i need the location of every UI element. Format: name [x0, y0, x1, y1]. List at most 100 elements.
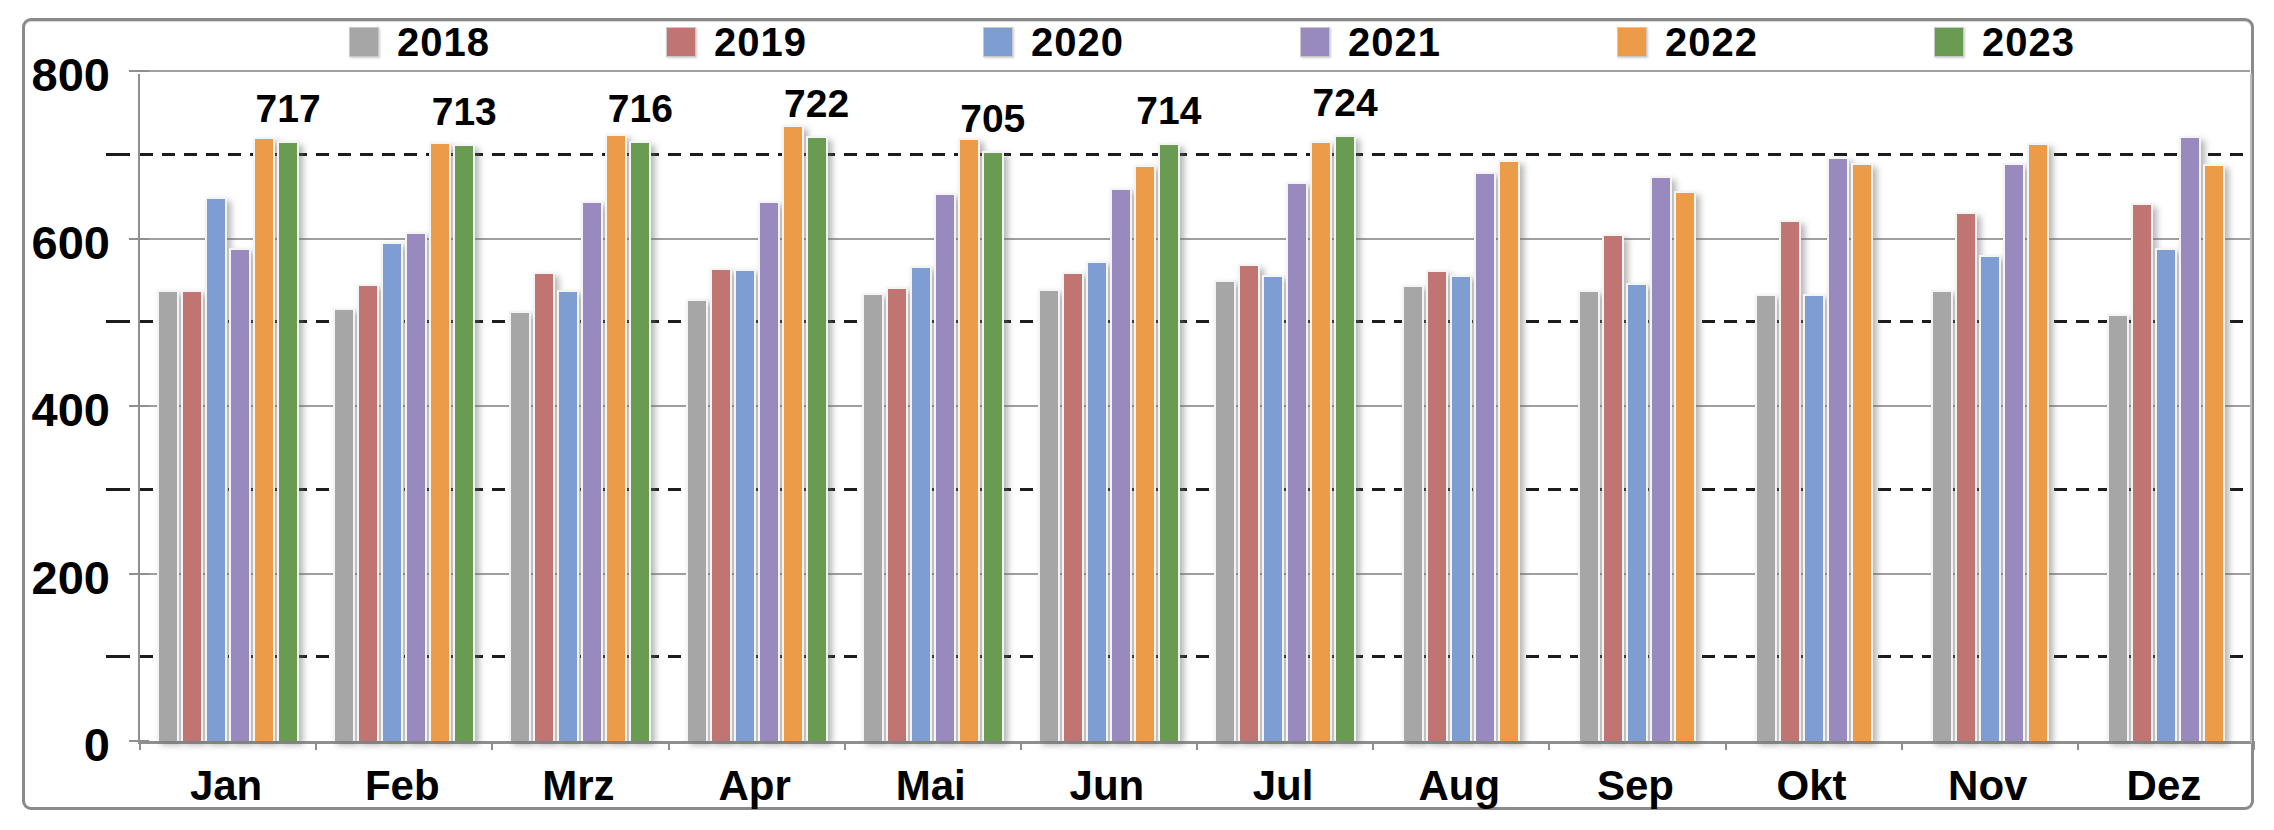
bar-2022-Apr — [782, 125, 804, 741]
bar-2019-Jan — [181, 290, 203, 741]
bar-2020-Jul — [1262, 275, 1284, 741]
y-tick-minor-500 — [106, 320, 130, 323]
y-axis-label-400: 400 — [10, 386, 110, 433]
bar-2019-Dez — [2131, 203, 2153, 741]
bar-2018-Aug — [1402, 285, 1424, 741]
legend-label: 2023 — [1982, 20, 2075, 65]
data-label-2023-Mai: 705 — [960, 97, 1025, 141]
y-tick-minor-300 — [106, 488, 130, 491]
bar-group-Mrz: 716 — [492, 74, 668, 741]
bar-2020-Mai — [910, 266, 932, 741]
bar-2022-Dez — [2203, 164, 2225, 741]
bar-2020-Dez — [2155, 248, 2177, 741]
legend-label: 2018 — [397, 20, 490, 65]
bar-2022-Mai — [958, 138, 980, 741]
bar-2018-Sep — [1578, 290, 1600, 741]
bar-2023-Jun — [1158, 143, 1180, 741]
x-axis-label-Okt: Okt — [1777, 762, 1847, 810]
bar-2020-Feb — [381, 242, 403, 741]
bar-group-Jan: 717 — [140, 74, 316, 741]
bar-2021-Jul — [1286, 182, 1308, 741]
bar-2019-Okt — [1779, 220, 1801, 741]
legend-label: 2019 — [714, 20, 807, 65]
data-label-2023-Mrz: 716 — [608, 87, 673, 131]
legend-swatch-2023 — [1934, 27, 1964, 57]
bar-2018-Feb — [333, 308, 355, 741]
bar-2019-Apr — [710, 268, 732, 741]
bar-2020-Nov — [1979, 255, 2001, 741]
bar-2020-Jan — [205, 197, 227, 741]
bar-2022-Jun — [1134, 165, 1156, 741]
y-tick-minor-100 — [106, 655, 130, 658]
x-tick — [668, 741, 670, 750]
x-axis-label-Jun: Jun — [1070, 762, 1145, 810]
x-tick — [1901, 741, 1903, 750]
chart-canvas: 201820192020202120222023 717713716722705… — [0, 0, 2274, 830]
bar-2019-Jun — [1062, 272, 1084, 741]
bar-2018-Jul — [1214, 280, 1236, 741]
bar-2022-Mrz — [605, 134, 627, 741]
bar-group-Okt — [1726, 74, 1902, 741]
plot-area: 717713716722705714724 — [138, 74, 2252, 744]
legend-label: 2021 — [1348, 20, 1441, 65]
legend-item-2018: 2018 — [349, 22, 490, 62]
legend-swatch-2022 — [1617, 27, 1647, 57]
legend-item-2020: 2020 — [983, 22, 1124, 62]
legend-item-2021: 2021 — [1300, 22, 1441, 62]
x-tick — [2253, 741, 2255, 750]
bar-2019-Mai — [886, 287, 908, 741]
x-axis-label-Nov: Nov — [1948, 762, 2027, 810]
bar-group-Jul: 724 — [1197, 74, 1373, 741]
bar-group-Dez — [2078, 74, 2254, 741]
x-axis-label-Mrz: Mrz — [542, 762, 614, 810]
legend-swatch-2021 — [1300, 27, 1330, 57]
bar-2019-Aug — [1426, 270, 1448, 741]
y-axis-label-0: 0 — [10, 721, 110, 768]
data-label-2023-Apr: 722 — [784, 82, 849, 126]
data-label-2023-Feb: 713 — [432, 90, 497, 134]
bar-2022-Sep — [1674, 191, 1696, 741]
x-axis-label-Dez: Dez — [2127, 762, 2202, 810]
bar-2022-Nov — [2027, 143, 2049, 741]
x-axis-label-Mai: Mai — [896, 762, 966, 810]
x-tick — [1725, 741, 1727, 750]
legend-swatch-2020 — [983, 27, 1013, 57]
bar-2018-Jun — [1038, 289, 1060, 741]
bar-group-Mai: 705 — [845, 74, 1021, 741]
x-tick — [491, 741, 493, 750]
legend-swatch-2018 — [349, 27, 379, 57]
bar-2021-Okt — [1827, 157, 1849, 741]
legend-item-2022: 2022 — [1617, 22, 1758, 62]
x-tick — [2077, 741, 2079, 750]
bar-group-Feb: 713 — [316, 74, 492, 741]
x-axis-label-Apr: Apr — [718, 762, 790, 810]
y-tick-minor-700 — [106, 153, 130, 156]
data-label-2023-Jan: 717 — [256, 87, 321, 131]
y-axis-label-800: 800 — [10, 51, 110, 98]
bar-2020-Jun — [1086, 261, 1108, 741]
x-axis-label-Feb: Feb — [365, 762, 440, 810]
bar-group-Aug — [1373, 74, 1549, 741]
y-tick-major-800 — [129, 70, 149, 72]
bar-2019-Nov — [1955, 212, 1977, 741]
x-tick — [1372, 741, 1374, 750]
bar-2022-Feb — [429, 142, 451, 741]
y-axis-label-200: 200 — [10, 553, 110, 600]
legend-label: 2022 — [1665, 20, 1758, 65]
bar-2023-Apr — [806, 136, 828, 741]
chart-legend: 2018 2019 2020 2021 2022 2023 — [0, 22, 2274, 66]
legend-item-2023: 2023 — [1934, 22, 2075, 62]
bar-group-Apr: 722 — [669, 74, 845, 741]
y-axis-label-600: 600 — [10, 218, 110, 265]
data-label-2023-Jul: 724 — [1313, 81, 1378, 125]
bar-group-Nov — [1902, 74, 2078, 741]
bar-2018-Jan — [157, 290, 179, 741]
bar-2021-Jun — [1110, 188, 1132, 741]
bar-2023-Jan — [277, 141, 299, 741]
bar-2020-Aug — [1450, 275, 1472, 741]
x-tick — [1020, 741, 1022, 750]
bar-2021-Mai — [934, 193, 956, 741]
x-tick — [139, 741, 141, 750]
legend-label: 2020 — [1031, 20, 1124, 65]
x-axis-label-Aug: Aug — [1418, 762, 1500, 810]
